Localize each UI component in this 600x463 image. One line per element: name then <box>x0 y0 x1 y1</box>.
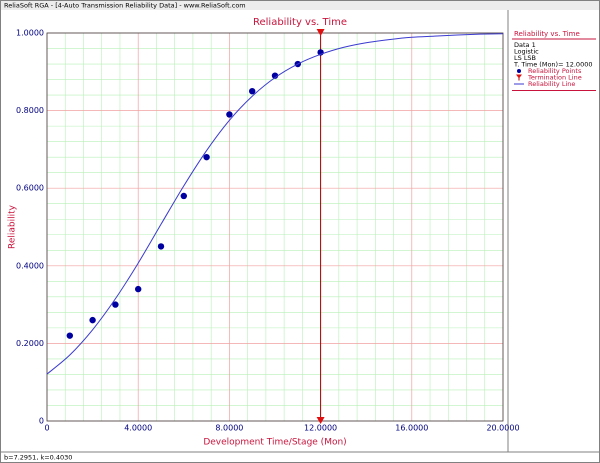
legend-label: Reliability Points <box>528 67 582 75</box>
legend-info: Data 1 <box>514 41 536 49</box>
y-tick-label: 1.0000 <box>16 29 44 38</box>
legend-symbol <box>516 74 522 79</box>
y-tick-label: 0.4000 <box>16 261 44 270</box>
x-tick-label: 4.0000 <box>124 424 152 433</box>
reliability-line <box>46 33 504 375</box>
legend-label: Termination Line <box>527 74 582 82</box>
x-tick-label: 16.0000 <box>395 424 428 433</box>
x-tick-label: 12.0000 <box>304 424 337 433</box>
title-bar <box>1 1 599 10</box>
termination-marker <box>316 29 325 36</box>
window-title: ReliaSoft RGA - [4-Auto Transmission Rel… <box>4 2 246 10</box>
data-point <box>157 243 165 250</box>
x-tick-label: 0 <box>44 424 49 433</box>
y-axis-label: Reliability <box>8 204 18 249</box>
chart-title: Reliability vs. Time <box>253 17 347 28</box>
legend-info: Logistic <box>514 48 539 56</box>
y-tick-label: 0.6000 <box>16 184 44 193</box>
legend-info: LS LSB <box>514 54 536 62</box>
legend-symbol <box>517 69 521 73</box>
data-point <box>226 111 233 118</box>
data-point <box>66 332 74 339</box>
status-bar: b=7.2951, k=0.4030 <box>4 454 72 462</box>
data-point <box>180 192 187 200</box>
plot-frame <box>46 32 504 422</box>
data-point <box>112 301 119 308</box>
legend-label: Reliability Line <box>528 80 575 88</box>
legend-title: Reliability vs. Time <box>514 30 580 38</box>
x-tick-label: 8.0000 <box>215 424 243 433</box>
y-tick-label: 0.2000 <box>16 339 44 348</box>
data-point <box>89 316 96 324</box>
x-axis-label: Development Time/Stage (Mon) <box>203 438 346 448</box>
y-tick-label: 0.8000 <box>16 106 44 115</box>
data-point <box>203 153 210 161</box>
data-point <box>271 72 279 79</box>
termination-marker <box>316 417 325 424</box>
x-tick-label: 20.0000 <box>486 424 519 433</box>
data-point <box>249 88 256 95</box>
y-tick-label: 0 <box>39 417 44 426</box>
data-point <box>135 285 142 293</box>
legend-info: T. Time (Mon)= 12.0000 <box>513 61 592 69</box>
